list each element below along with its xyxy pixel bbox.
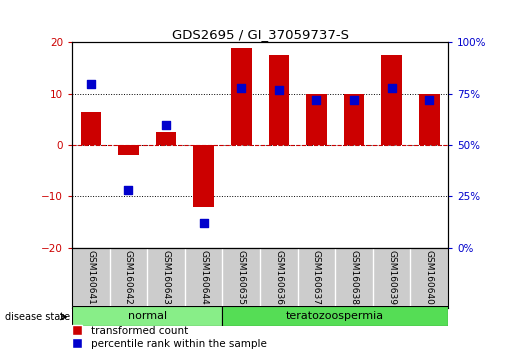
Point — [162, 122, 170, 127]
Point — [125, 188, 133, 193]
Bar — [193, 145, 214, 207]
Point — [425, 97, 434, 103]
Text: GSM160643: GSM160643 — [162, 250, 170, 304]
Text: GSM160642: GSM160642 — [124, 250, 133, 304]
Text: GSM160639: GSM160639 — [387, 250, 396, 304]
Point — [350, 97, 358, 103]
Title: GDS2695 / GI_37059737-S: GDS2695 / GI_37059737-S — [171, 28, 349, 41]
Point — [237, 85, 245, 91]
Bar — [231, 47, 252, 145]
Legend: transformed count, percentile rank within the sample: transformed count, percentile rank withi… — [72, 326, 267, 349]
Point — [388, 85, 396, 91]
Text: GSM160641: GSM160641 — [87, 250, 95, 304]
Text: GSM160636: GSM160636 — [274, 250, 283, 304]
Text: GSM160638: GSM160638 — [350, 250, 358, 304]
Text: disease state: disease state — [5, 312, 70, 322]
Text: GSM160644: GSM160644 — [199, 250, 208, 304]
Text: GSM160637: GSM160637 — [312, 250, 321, 304]
Point — [87, 81, 95, 86]
Text: teratozoospermia: teratozoospermia — [286, 311, 384, 321]
Bar — [118, 145, 139, 155]
Point — [312, 97, 320, 103]
Bar — [419, 94, 440, 145]
Text: GSM160640: GSM160640 — [425, 250, 434, 304]
Bar — [268, 55, 289, 145]
Bar — [344, 94, 365, 145]
Bar — [222, 306, 448, 326]
Point — [275, 87, 283, 92]
Bar — [306, 94, 327, 145]
Text: normal: normal — [128, 311, 167, 321]
Bar — [72, 306, 222, 326]
Bar — [156, 132, 177, 145]
Bar — [381, 55, 402, 145]
Text: GSM160635: GSM160635 — [237, 250, 246, 304]
Point — [200, 220, 208, 226]
Bar — [80, 112, 101, 145]
